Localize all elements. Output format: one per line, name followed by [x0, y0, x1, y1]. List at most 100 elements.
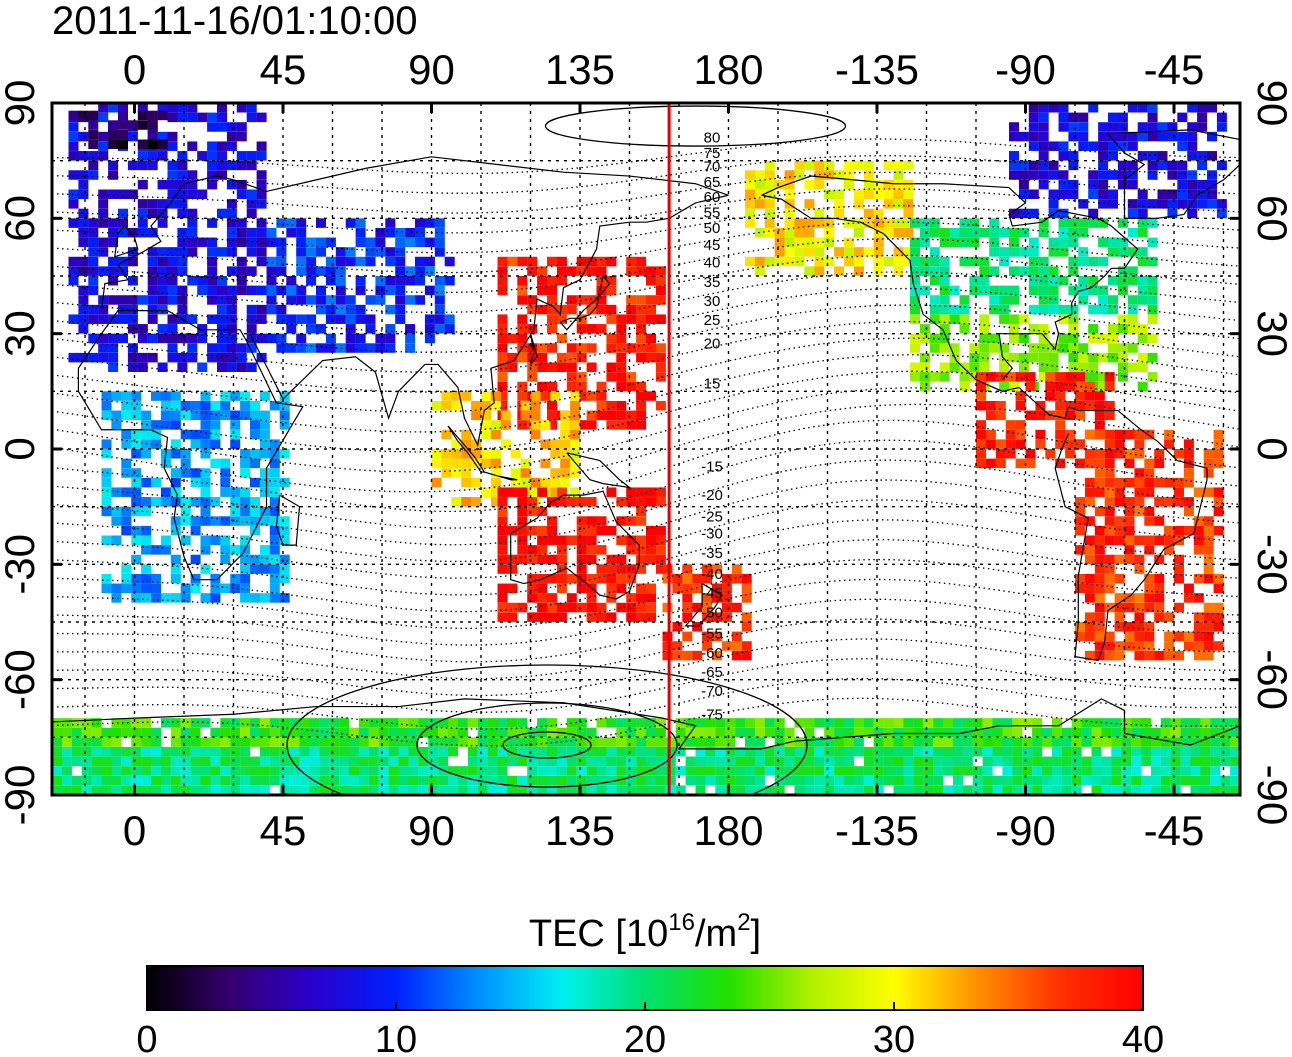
tec-cell — [517, 285, 528, 296]
tec-cell — [187, 141, 198, 151]
tec-cell — [596, 573, 607, 584]
tec-cell — [160, 545, 171, 555]
tec-cell — [1177, 131, 1188, 142]
tec-cell — [692, 602, 703, 613]
tec-cell — [566, 602, 577, 613]
tec-cell — [296, 333, 307, 344]
tec-cell — [236, 285, 247, 296]
tec-cell — [873, 727, 884, 738]
tec-cell — [1065, 372, 1076, 382]
tec-cell — [972, 766, 983, 776]
tec-cell — [969, 218, 980, 228]
tec-cell — [824, 237, 835, 248]
tec-cell — [375, 276, 386, 286]
tec-cell — [962, 785, 973, 795]
tec-cell — [774, 766, 785, 776]
tec-cell — [1167, 131, 1178, 142]
tec-cell — [616, 602, 627, 613]
tec-cell — [844, 737, 854, 747]
tec-cell — [844, 256, 854, 267]
tec-cell — [230, 746, 241, 757]
tec-cell — [108, 160, 119, 171]
tec-cell — [118, 314, 128, 324]
tec-cell — [636, 727, 647, 738]
tec-cell — [1193, 525, 1204, 536]
tec-cell — [537, 593, 548, 603]
tec-cell — [424, 333, 435, 344]
tec-cell — [537, 612, 548, 622]
tec-cell — [1137, 227, 1148, 238]
tec-cell — [1104, 631, 1115, 642]
tec-cell — [1075, 631, 1085, 642]
tec-cell — [939, 324, 950, 334]
tec-cell — [1048, 295, 1059, 305]
tec-cell — [1114, 477, 1125, 488]
tec-cell — [1213, 525, 1224, 536]
tec-cell — [1124, 429, 1135, 440]
tec-cell — [596, 304, 607, 315]
tec-cell — [434, 237, 445, 248]
tec-cell — [1124, 458, 1135, 469]
tec-cell — [853, 785, 864, 795]
tec-cell — [210, 593, 221, 603]
tec-cell — [702, 593, 713, 603]
tec-cell — [111, 766, 122, 776]
tec-cell — [220, 756, 231, 767]
tec-cell — [160, 410, 171, 421]
tec-cell — [395, 247, 406, 257]
tec-cell — [1131, 727, 1142, 738]
lat-tick-label-left: 0 — [0, 437, 43, 460]
tec-cell — [1203, 650, 1214, 661]
contour-label: 35 — [704, 274, 721, 291]
tec-cell — [979, 352, 990, 363]
tec-cell — [240, 573, 251, 584]
tec-cell — [672, 622, 683, 632]
tec-cell — [834, 718, 845, 728]
tec-cell — [1071, 766, 1082, 776]
tec-cell — [1134, 622, 1145, 632]
tec-cell — [246, 160, 257, 171]
tec-cell — [999, 295, 1010, 305]
tec-cell — [131, 429, 142, 440]
tec-cell — [190, 554, 201, 565]
tec-cell — [1114, 487, 1125, 497]
tec-cell — [1075, 525, 1085, 536]
tec-cell — [959, 304, 970, 315]
tec-cell — [329, 785, 340, 795]
tec-cell — [1002, 727, 1013, 738]
tec-cell — [626, 564, 637, 574]
tec-cell — [339, 718, 350, 728]
tec-cell — [147, 295, 158, 305]
tec-cell — [98, 304, 109, 315]
tec-cell — [873, 218, 884, 228]
tec-cell — [395, 227, 406, 238]
tec-cell — [230, 775, 241, 786]
tec-cell — [1025, 410, 1036, 421]
tec-cell — [1114, 525, 1125, 536]
tec-cell — [127, 295, 138, 305]
tec-cell — [910, 314, 920, 324]
tec-cell — [923, 737, 934, 747]
tec-cell — [236, 131, 247, 142]
tec-cell — [306, 295, 317, 305]
tec-cell — [477, 775, 488, 786]
tec-cell — [190, 775, 201, 786]
tec-cell — [61, 737, 72, 747]
tec-cell — [81, 727, 92, 738]
tec-cell — [1104, 477, 1115, 488]
tec-cell — [309, 746, 320, 757]
tec-cell — [1098, 285, 1109, 296]
tec-cell — [636, 256, 647, 267]
tec-cell — [646, 333, 656, 344]
tec-cell — [952, 766, 963, 776]
tec-cell — [1193, 631, 1204, 642]
tec-cell — [157, 199, 168, 209]
tec-cell — [1137, 103, 1148, 113]
tec-cell — [606, 333, 617, 344]
tec-cell — [177, 256, 188, 267]
tec-cell — [685, 775, 696, 786]
tec-cell — [754, 746, 765, 757]
tec-cell — [741, 641, 752, 651]
tec-cell — [1220, 727, 1231, 738]
tec-cell — [325, 333, 336, 344]
